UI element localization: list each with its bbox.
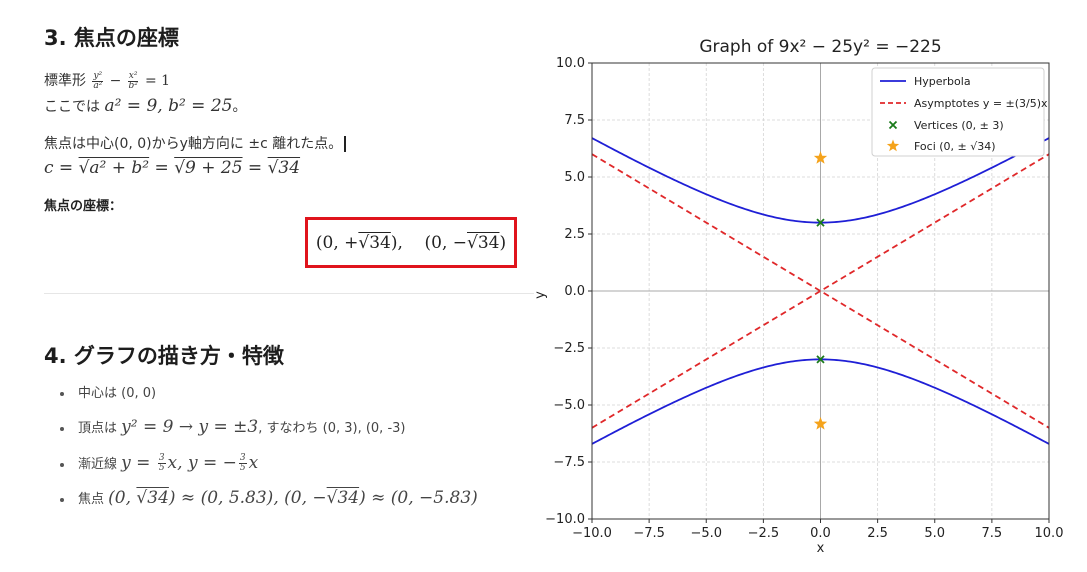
bullet-dot bbox=[60, 426, 64, 431]
list-item: 漸近線 y = 3 5 x, y = −3 5 x bbox=[44, 453, 258, 473]
asymptote-equation: y = 3 5 x, y = −3 5 x bbox=[121, 453, 259, 473]
y-tick-label: 10.0 bbox=[556, 56, 585, 71]
standard-form-line: 標準形 y² a² − x² b² = 1 bbox=[44, 70, 171, 91]
list-item: 焦点 (0, √34) ≈ (0, 5.83), (0, −√34) ≈ (0,… bbox=[44, 488, 478, 508]
foci-label: 焦点の座標： bbox=[44, 199, 123, 214]
asymptote-line bbox=[591, 153, 1050, 429]
c-equation: c = √a² + b² = √9 + 25 = √34 bbox=[44, 158, 301, 178]
foci-approximation: (0, √34) ≈ (0, 5.83), (0, −√34) ≈ (0, −5… bbox=[108, 488, 478, 508]
x-tick-label: 5.0 bbox=[924, 526, 945, 541]
text-caret bbox=[344, 136, 346, 152]
list-item: 中心は (0, 0) bbox=[44, 382, 156, 401]
foci-sentence-line: 焦点は中心(0, 0)からy軸方向に ±c 離れた点。 bbox=[44, 133, 346, 153]
list-item: 頂点は y² = 9 → y = ±3, すなわち (0, 3), (0, -3… bbox=[44, 417, 405, 437]
foci-sentence: 焦点は中心(0, 0)からy軸方向に ±c 離れた点。 bbox=[44, 136, 343, 152]
hyperbola-chart: −10.0 −7.5 −5.0 −2.5 0.0 2.5 5.0 7.5 10.0 10.0 7.5… bbox=[530, 28, 1070, 568]
bullet-dot bbox=[60, 391, 64, 396]
y-tick-label: 5.0 bbox=[564, 170, 585, 185]
y-tick-label: 7.5 bbox=[564, 113, 585, 128]
x-tick-label: 0.0 bbox=[810, 526, 831, 541]
legend-label-asymptotes: Asymptotes y = ±(3/5)x bbox=[914, 97, 1048, 110]
x-tick-label: −2.5 bbox=[748, 526, 780, 541]
legend-label-foci: Foci (0, ± √34) bbox=[914, 140, 996, 153]
highlighted-foci-answer: (0, +√34), (0, −√34) bbox=[305, 217, 517, 268]
bullet-dot bbox=[60, 497, 64, 502]
x-tick-label: −5.0 bbox=[690, 526, 722, 541]
plot-frame bbox=[591, 62, 1050, 520]
legend-marker-vertices bbox=[888, 120, 898, 130]
parameters-line: ここでは a² = 9, b² = 25。 bbox=[44, 96, 247, 116]
here-prefix: ここでは bbox=[44, 99, 100, 115]
section-4-heading: 4. グラフの描き方・特徴 bbox=[44, 344, 284, 368]
legend-box bbox=[871, 67, 1045, 157]
legend-marker-foci bbox=[886, 139, 900, 152]
y-tick-label: −10.0 bbox=[545, 512, 585, 527]
fraction-x2-b2: x² b² bbox=[127, 70, 139, 91]
standard-form-prefix: 標準形 bbox=[44, 73, 86, 89]
y-tick-label: −2.5 bbox=[553, 341, 585, 356]
chart-svg: −10.0 −7.5 −5.0 −2.5 0.0 2.5 5.0 7.5 10.0 10.0 7.5… bbox=[533, 37, 1064, 556]
x-tick-label: 10.0 bbox=[1035, 526, 1064, 541]
x-axis-label: x bbox=[817, 541, 825, 556]
foci-answer: (0, +√34), (0, −√34) bbox=[315, 232, 507, 253]
focus-point bbox=[813, 416, 828, 430]
focus-point bbox=[813, 151, 828, 164]
explanation-panel: 3. 焦点の座標 標準形 y² a² − x² b² = 1 ここでは a² = 9… bbox=[0, 0, 540, 569]
y-tick-label: −5.0 bbox=[553, 398, 585, 413]
y-axis-label: y bbox=[533, 291, 548, 299]
vertex-point bbox=[816, 218, 825, 227]
legend-label-vertices: Vertices (0, ± 3) bbox=[914, 119, 1004, 132]
chart-title: Graph of 9x² − 25y² = −225 bbox=[699, 37, 941, 57]
legend-label-hyperbola: Hyperbola bbox=[914, 75, 971, 88]
x-tick-label: 2.5 bbox=[867, 526, 888, 541]
y-tick-label: −7.5 bbox=[553, 455, 585, 470]
section-3-heading: 3. 焦点の座標 bbox=[44, 26, 179, 50]
section-divider bbox=[44, 293, 534, 294]
y-tick-label: 2.5 bbox=[564, 227, 585, 242]
x-tick-label: 7.5 bbox=[982, 526, 1003, 541]
x-tick-label: −7.5 bbox=[633, 526, 665, 541]
x-tick-label: −10.0 bbox=[572, 526, 612, 541]
a-squared-equation: a² = 9, b² = 25 bbox=[104, 96, 233, 116]
vertex-equation: y² = 9 → y = ±3 bbox=[121, 417, 259, 437]
bullet-dot bbox=[60, 462, 64, 467]
y-tick-label: 0.0 bbox=[564, 284, 585, 299]
asymptote-line bbox=[591, 153, 1050, 429]
vertex-point bbox=[816, 355, 825, 364]
fraction-y2-a2: y² a² bbox=[92, 70, 104, 91]
